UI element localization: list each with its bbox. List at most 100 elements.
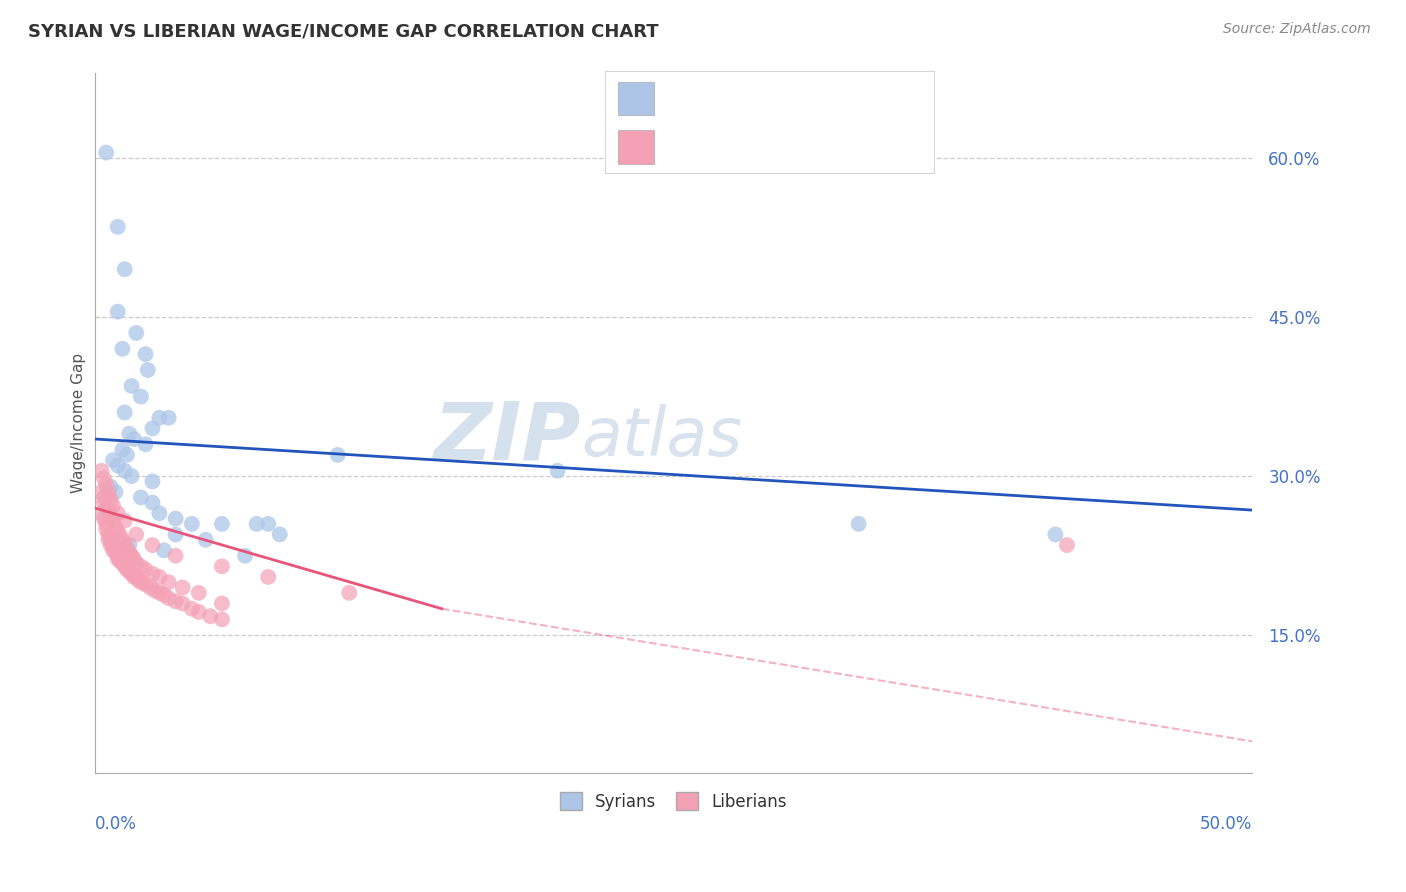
Point: [107, 506, 129, 520]
Point: [165, 594, 187, 608]
Point: [246, 516, 269, 531]
Point: [114, 405, 136, 419]
Point: [94, 145, 117, 160]
Text: R = -0.081   N = 44: R = -0.081 N = 44: [668, 89, 844, 108]
Point: [180, 516, 202, 531]
Y-axis label: Wage/Income Gap: Wage/Income Gap: [72, 353, 86, 493]
Point: [121, 566, 143, 581]
Text: 44: 44: [842, 89, 868, 108]
Point: [326, 448, 349, 462]
Point: [125, 527, 148, 541]
Point: [848, 516, 870, 531]
Point: [97, 527, 120, 541]
Point: [107, 549, 129, 563]
Point: [115, 541, 138, 556]
Point: [1045, 527, 1067, 541]
Point: [100, 538, 122, 552]
Text: atlas: atlas: [581, 404, 742, 470]
Point: [129, 575, 152, 590]
Point: [172, 581, 194, 595]
Point: [107, 219, 129, 234]
Point: [115, 562, 138, 576]
Point: [118, 565, 141, 579]
Point: [153, 588, 176, 602]
Point: [111, 342, 134, 356]
Point: [257, 516, 280, 531]
Point: [1056, 538, 1078, 552]
Point: [100, 509, 122, 524]
Text: R =: R =: [668, 136, 706, 154]
Point: [107, 552, 129, 566]
Text: 0.0%: 0.0%: [94, 815, 136, 833]
Point: [165, 527, 187, 541]
Point: [107, 304, 129, 318]
Point: [134, 347, 156, 361]
Point: [118, 538, 141, 552]
Point: [108, 528, 131, 542]
Point: [129, 491, 152, 505]
Point: [141, 566, 163, 581]
Point: [233, 549, 256, 563]
Point: [211, 559, 233, 574]
Point: [141, 538, 163, 552]
Point: [93, 511, 115, 525]
Text: SYRIAN VS LIBERIAN WAGE/INCOME GAP CORRELATION CHART: SYRIAN VS LIBERIAN WAGE/INCOME GAP CORRE…: [28, 22, 659, 40]
Legend: Syrians, Liberians: Syrians, Liberians: [554, 785, 793, 817]
Point: [125, 570, 148, 584]
Point: [165, 549, 187, 563]
Point: [269, 527, 291, 541]
Point: [97, 503, 120, 517]
Point: [111, 533, 134, 547]
Point: [114, 514, 136, 528]
Point: [94, 522, 117, 536]
Point: [211, 597, 233, 611]
Text: N =: N =: [776, 136, 828, 154]
Point: [180, 601, 202, 615]
Point: [547, 464, 569, 478]
Point: [93, 491, 115, 505]
Point: [134, 577, 156, 591]
Point: [121, 379, 143, 393]
Point: [157, 575, 180, 590]
Point: [153, 543, 176, 558]
Point: [93, 471, 115, 485]
Point: [101, 453, 124, 467]
Point: [94, 477, 117, 491]
Point: [111, 556, 134, 570]
Point: [101, 543, 124, 558]
Text: ZIP: ZIP: [433, 398, 581, 476]
Point: [148, 570, 170, 584]
Point: [187, 586, 209, 600]
Point: [115, 448, 138, 462]
Point: [129, 559, 152, 574]
Point: [104, 520, 127, 534]
Point: [148, 506, 170, 520]
Point: [90, 506, 112, 520]
Point: [101, 514, 124, 528]
Point: [107, 524, 129, 539]
Point: [172, 597, 194, 611]
Point: [165, 511, 187, 525]
Point: [141, 421, 163, 435]
Point: [114, 464, 136, 478]
Point: [100, 533, 122, 547]
Point: [104, 543, 127, 558]
Point: [134, 437, 156, 451]
Point: [104, 545, 127, 559]
Point: [90, 485, 112, 500]
Point: [157, 410, 180, 425]
Point: [136, 363, 159, 377]
Point: [211, 612, 233, 626]
Point: [101, 499, 124, 513]
Point: [108, 554, 131, 568]
Point: [118, 426, 141, 441]
Point: [141, 475, 163, 489]
Point: [125, 326, 148, 340]
Point: [121, 549, 143, 563]
Point: [128, 573, 150, 587]
Point: [143, 583, 166, 598]
Point: [111, 442, 134, 457]
Point: [101, 538, 124, 552]
Point: [94, 516, 117, 531]
Point: [134, 562, 156, 576]
